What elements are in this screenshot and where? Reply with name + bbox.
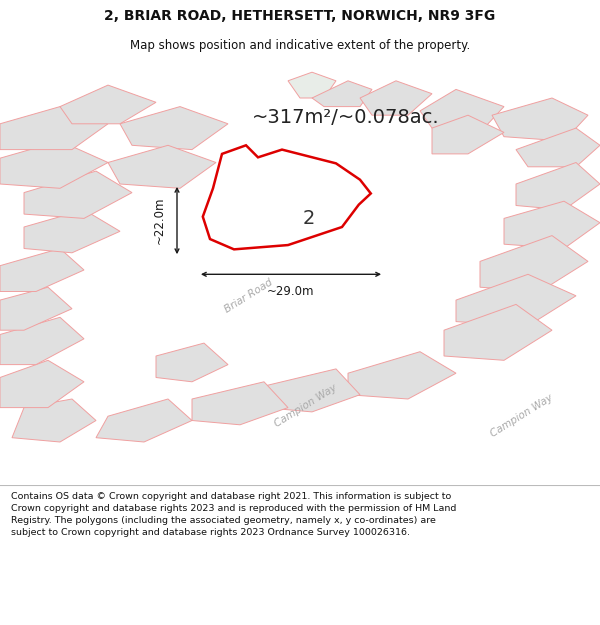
Polygon shape <box>0 288 72 330</box>
Text: Campion Way: Campion Way <box>489 393 555 439</box>
Polygon shape <box>516 128 600 167</box>
Polygon shape <box>288 72 336 98</box>
Polygon shape <box>504 201 600 249</box>
Polygon shape <box>120 107 228 149</box>
Polygon shape <box>492 98 588 141</box>
Polygon shape <box>444 304 552 360</box>
Polygon shape <box>516 162 600 210</box>
Polygon shape <box>180 313 456 399</box>
Polygon shape <box>156 408 600 429</box>
Polygon shape <box>312 81 372 107</box>
Polygon shape <box>420 89 504 132</box>
Polygon shape <box>360 81 432 115</box>
Polygon shape <box>132 270 420 369</box>
Polygon shape <box>0 107 108 149</box>
Polygon shape <box>203 145 371 249</box>
Text: ~29.0m: ~29.0m <box>267 285 315 298</box>
Text: Briar Road: Briar Road <box>223 277 275 314</box>
Polygon shape <box>108 145 216 188</box>
Polygon shape <box>348 352 456 399</box>
Polygon shape <box>264 369 360 412</box>
Text: Campion Way: Campion Way <box>273 382 339 429</box>
Polygon shape <box>12 399 96 442</box>
Polygon shape <box>192 382 288 425</box>
Polygon shape <box>0 249 84 291</box>
Text: Contains OS data © Crown copyright and database right 2021. This information is : Contains OS data © Crown copyright and d… <box>11 492 456 538</box>
Polygon shape <box>432 115 504 154</box>
Polygon shape <box>24 210 120 252</box>
Text: ~22.0m: ~22.0m <box>152 197 166 244</box>
Polygon shape <box>96 399 192 442</box>
Polygon shape <box>0 318 84 364</box>
Text: Map shows position and indicative extent of the property.: Map shows position and indicative extent… <box>130 39 470 52</box>
Polygon shape <box>156 343 228 382</box>
Polygon shape <box>24 171 132 218</box>
Text: ~317m²/~0.078ac.: ~317m²/~0.078ac. <box>252 108 440 127</box>
Text: 2: 2 <box>303 209 315 228</box>
Polygon shape <box>480 236 588 291</box>
Polygon shape <box>456 274 576 326</box>
Polygon shape <box>0 141 108 188</box>
Polygon shape <box>0 360 84 408</box>
Polygon shape <box>60 85 156 124</box>
Text: 2, BRIAR ROAD, HETHERSETT, NORWICH, NR9 3FG: 2, BRIAR ROAD, HETHERSETT, NORWICH, NR9 … <box>104 9 496 24</box>
